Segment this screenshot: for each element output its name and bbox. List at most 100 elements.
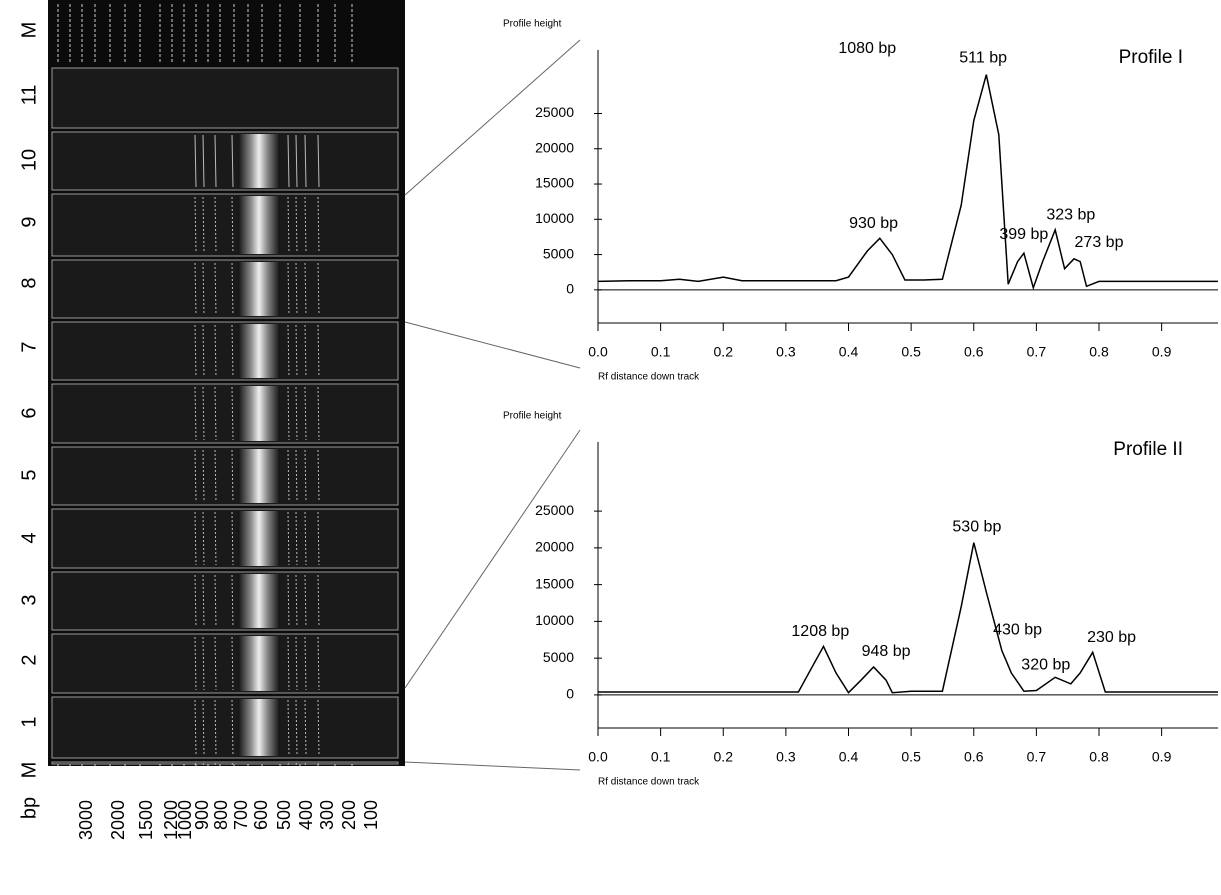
band [214, 262, 217, 316]
lane-strip [51, 633, 399, 694]
y-tick-label: 0 [566, 686, 574, 702]
band [295, 760, 298, 766]
band [317, 511, 320, 566]
band [304, 760, 307, 766]
x-tick-label: 0.3 [776, 344, 796, 360]
band [231, 134, 234, 188]
x-tick-label: 0.0 [588, 344, 608, 360]
band [214, 196, 217, 254]
band [304, 449, 307, 503]
band [231, 574, 234, 628]
band [194, 262, 197, 316]
band [231, 449, 234, 503]
lane-label: M [18, 22, 40, 39]
band [304, 636, 307, 691]
y-axis-label: Profile height [503, 19, 562, 30]
profile-line [598, 542, 1218, 694]
band [317, 449, 320, 503]
band [202, 134, 205, 188]
band [317, 699, 320, 756]
band [214, 134, 217, 188]
lane-strip [51, 321, 399, 381]
band [231, 262, 234, 316]
peak-label: 511 bp [959, 50, 1007, 67]
band [194, 574, 197, 628]
band [295, 574, 298, 628]
marker-label: 2000 [108, 800, 128, 840]
band [202, 262, 205, 316]
band [231, 636, 234, 691]
band [295, 636, 298, 691]
peak-label: 948 bp [862, 643, 911, 660]
band [295, 386, 298, 441]
band [214, 574, 217, 628]
marker-label: 200 [339, 800, 359, 830]
band [304, 699, 307, 756]
main-band [238, 511, 280, 566]
peak-label: 320 bp [1021, 657, 1070, 674]
peak-label: 399 bp [999, 226, 1048, 243]
x-tick-label: 0.1 [651, 749, 671, 765]
band [202, 699, 205, 756]
x-axis-label: Rf distance down track [598, 777, 700, 788]
lane-strip [51, 383, 399, 444]
x-tick-label: 0.0 [588, 749, 608, 765]
marker-label: 1000 [175, 800, 195, 840]
lane-label: 10 [18, 149, 40, 171]
band [231, 760, 234, 766]
marker-label: 1500 [136, 800, 156, 840]
marker-label: 900 [192, 800, 212, 830]
chart-title: Profile I [1119, 47, 1183, 68]
band [317, 386, 320, 441]
peak-label: 430 bp [993, 621, 1042, 638]
band [287, 449, 290, 503]
y-tick-label: 15000 [535, 575, 574, 591]
band [194, 196, 197, 254]
zoom-lines [404, 39, 581, 771]
x-tick-label: 0.9 [1152, 749, 1172, 765]
band [317, 262, 320, 316]
band [202, 574, 205, 628]
band [231, 511, 234, 566]
band [214, 386, 217, 441]
band [202, 636, 205, 691]
band [194, 760, 197, 766]
main-band [238, 324, 280, 378]
marker-label: 1200 [161, 800, 181, 840]
band [194, 636, 197, 691]
lane-strip [51, 446, 399, 506]
lane-label: 3 [18, 594, 40, 605]
lane-strip [51, 67, 399, 129]
band [287, 134, 290, 188]
lane-strip [51, 193, 399, 257]
marker-label: 400 [296, 800, 316, 830]
unit-label: bp [18, 797, 40, 819]
band [287, 386, 290, 441]
peak-label: 1208 bp [791, 623, 849, 640]
marker-label: 300 [317, 800, 337, 830]
lane-strip [51, 131, 399, 191]
band [317, 134, 320, 188]
band [295, 262, 298, 316]
main-band [238, 196, 280, 254]
band [202, 511, 205, 566]
main-band [238, 574, 280, 628]
band [287, 636, 290, 691]
band [214, 760, 217, 766]
band [214, 699, 217, 756]
band [317, 196, 320, 254]
main-band [238, 386, 280, 441]
lane-label: 5 [18, 469, 40, 480]
x-tick-label: 0.2 [714, 749, 734, 765]
lane-label: 6 [18, 407, 40, 418]
x-tick-label: 0.5 [901, 749, 921, 765]
band [202, 760, 205, 766]
y-tick-label: 0 [566, 281, 574, 297]
main-band [238, 699, 280, 756]
x-tick-label: 0.4 [839, 749, 859, 765]
x-tick-label: 0.6 [964, 344, 984, 360]
lane-label: 11 [18, 85, 40, 106]
marker-label: 800 [211, 800, 231, 830]
band [214, 449, 217, 503]
band [287, 196, 290, 254]
